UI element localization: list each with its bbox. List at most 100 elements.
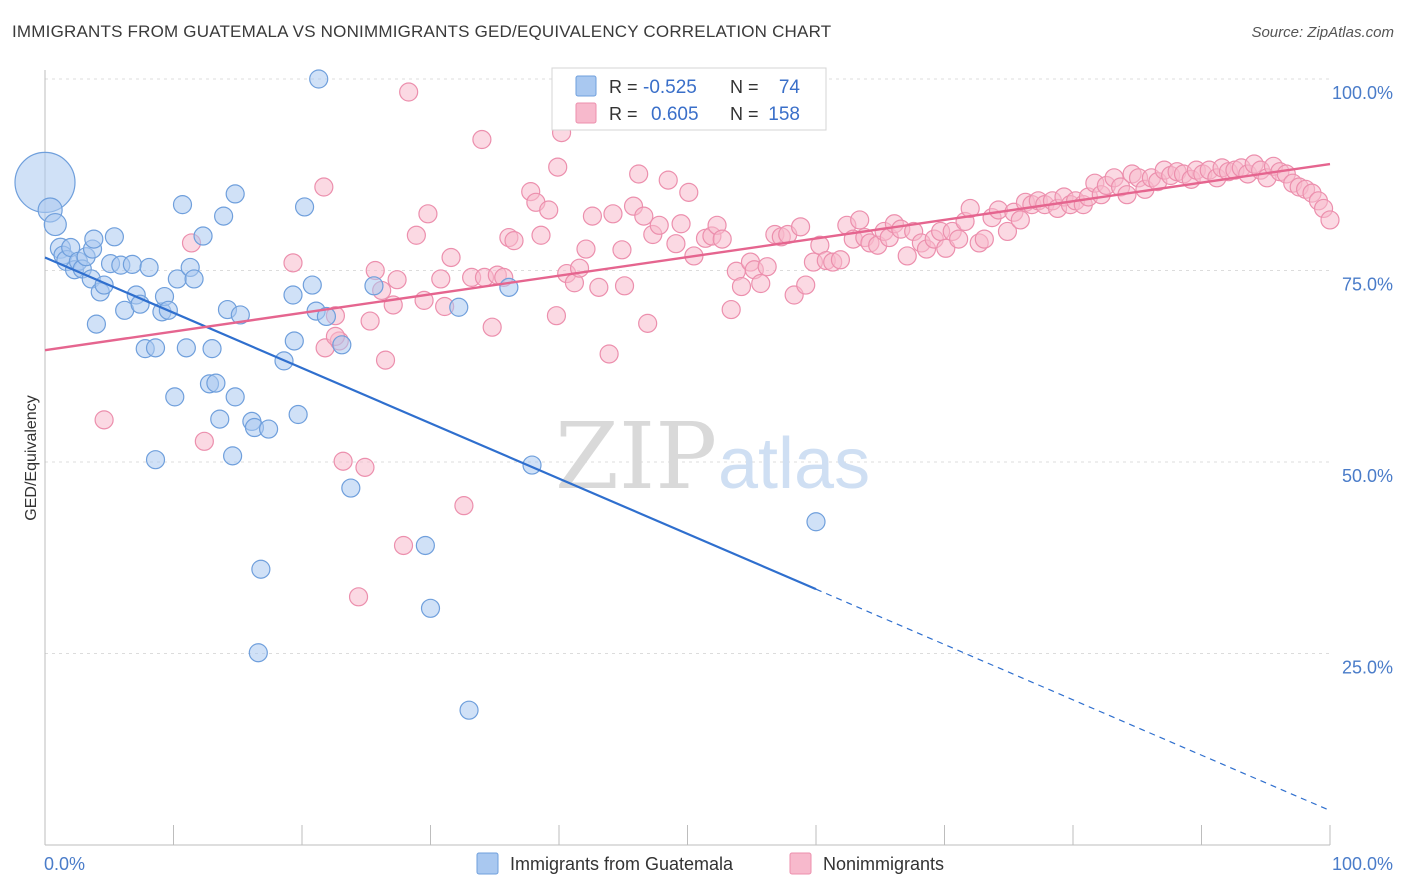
guatemala-point-37 [193, 226, 213, 246]
nonimmigrant-point-19 [399, 82, 419, 102]
legend-box: R = -0.525 N = 74 R = 0.605 N = 158 [551, 67, 827, 131]
y-axis-label: GED/Equivalency [23, 395, 40, 520]
x-tick-label-max: 100.0% [1332, 854, 1393, 874]
legend-r-value-pink: 0.605 [651, 104, 699, 125]
y-tick-labels: 100.0% 75.0% 50.0% 25.0% [1332, 83, 1393, 678]
legend-n-value-blue: 74 [779, 77, 801, 98]
y-tick-label-25: 25.0% [1342, 658, 1393, 678]
nonimmigrant-point-107 [974, 229, 994, 249]
nonimmigrant-point-53 [629, 164, 649, 184]
nonimmigrant-point-55 [638, 313, 658, 333]
nonimmigrant-point-17 [387, 270, 407, 290]
trend-lines [44, 162, 1331, 812]
nonimmigrant-point-59 [666, 234, 686, 254]
guatemala-point-60 [309, 69, 329, 89]
legend-n-label-blue: N = [730, 77, 759, 97]
guatemala-point-26 [145, 338, 166, 358]
nonimmigrant-point-95 [897, 246, 917, 266]
nonimmigrant-point-79 [796, 275, 816, 295]
nonimmigrant-point-11 [355, 457, 375, 477]
bottom-legend-swatch-guatemala [476, 852, 499, 875]
nonimmigrant-point-49 [603, 204, 623, 224]
nonimmigrant-point-105 [960, 198, 980, 219]
guatemala-point-50 [251, 559, 271, 579]
guatemala-points [14, 69, 826, 720]
nonimmigrant-point-84 [830, 250, 851, 270]
guatemala-point-46 [225, 184, 245, 204]
nonimmigrant-point-60 [671, 214, 691, 234]
nonimmigrant-point-2 [194, 431, 214, 451]
nonimmigrants-points [94, 82, 1340, 607]
nonimmigrant-point-46 [582, 206, 603, 226]
guatemala-point-18 [104, 227, 124, 247]
y-tick-label-50: 50.0% [1342, 466, 1393, 486]
nonimmigrant-point-20 [406, 225, 426, 245]
legend-n-value-pink: 158 [768, 104, 800, 125]
guatemala-point-42 [214, 206, 234, 226]
nonimmigrant-point-54 [634, 206, 654, 226]
nonimmigrant-point-47 [589, 277, 609, 297]
nonimmigrant-point-40 [548, 157, 568, 177]
chart-title: IMMIGRANTS FROM GUATEMALA VS NONIMMIGRAN… [12, 22, 832, 41]
grid-lines [45, 78, 1330, 654]
guatemala-point-13 [84, 229, 104, 249]
nonimmigrant-point-78 [790, 217, 811, 237]
guatemala-point-58 [302, 275, 322, 295]
nonimmigrant-point-112 [1010, 210, 1030, 230]
guatemala-point-52 [258, 419, 279, 439]
guatemala-point-2 [43, 212, 67, 237]
nonimmigrant-point-69 [731, 276, 752, 297]
nonimmigrant-point-25 [441, 247, 461, 268]
legend-frame [551, 67, 827, 131]
nonimmigrant-point-28 [472, 129, 492, 150]
y-tick-label-75: 75.0% [1342, 275, 1393, 295]
nonimmigrant-point-30 [482, 317, 502, 337]
guatemala-point-64 [364, 276, 384, 296]
bottom-legend: Immigrants from Guatemala Nonimmigrants [476, 852, 944, 875]
guatemala-point-21 [122, 254, 142, 274]
legend-swatch-blue [575, 75, 597, 97]
x-ticks [44, 825, 1331, 845]
nonimmigrant-point-50 [612, 240, 632, 260]
nonimmigrant-point-51 [614, 276, 635, 296]
nonimmigrant-point-4 [314, 177, 334, 197]
guatemala-point-25 [139, 257, 159, 278]
nonimmigrant-point-57 [649, 215, 669, 235]
guatemala-point-63 [341, 478, 361, 498]
guatemala-point-31 [165, 387, 185, 407]
legend-r-label-blue: R = [609, 77, 638, 97]
nonimmigrant-point-9 [333, 451, 353, 471]
guatemala-point-39 [202, 339, 222, 359]
legend-r-label-pink: R = [609, 104, 638, 124]
legend-r-value-blue: -0.525 [643, 77, 697, 98]
guatemala-point-67 [449, 297, 469, 317]
guatemala-point-44 [223, 446, 243, 466]
guatemala-point-55 [284, 331, 304, 351]
guatemala-point-71 [806, 512, 826, 532]
nonimmigrant-point-15 [375, 350, 396, 370]
guatemala-point-68 [459, 700, 479, 720]
guatemala-point-34 [176, 338, 196, 358]
nonimmigrant-point-67 [721, 299, 741, 320]
guatemala-point-27 [145, 450, 166, 470]
x-tick-label-min: 0.0% [44, 854, 85, 874]
guatemala-point-33 [172, 195, 193, 215]
nonimmigrant-point-22 [418, 204, 438, 224]
nonimmigrant-point-37 [531, 225, 551, 245]
nonimmigrant-point-66 [712, 229, 732, 249]
guatemala-point-45 [225, 387, 245, 407]
nonimmigrant-point-3 [283, 253, 303, 273]
guatemala-point-65 [415, 535, 435, 556]
guatemala-point-36 [184, 269, 204, 289]
bottom-legend-label-guatemala: Immigrants from Guatemala [510, 854, 734, 874]
nonimmigrant-point-0 [94, 410, 114, 430]
guatemala-point-66 [420, 598, 441, 618]
guatemala-point-40 [206, 373, 226, 393]
nonimmigrant-point-161 [1320, 210, 1340, 230]
y-tick-label-100: 100.0% [1332, 83, 1393, 103]
watermark: ZIP atlas [555, 403, 870, 510]
legend-n-label-pink: N = [730, 104, 759, 124]
nonimmigrant-point-110 [997, 221, 1018, 242]
guatemala-trend-extension [815, 588, 1331, 812]
